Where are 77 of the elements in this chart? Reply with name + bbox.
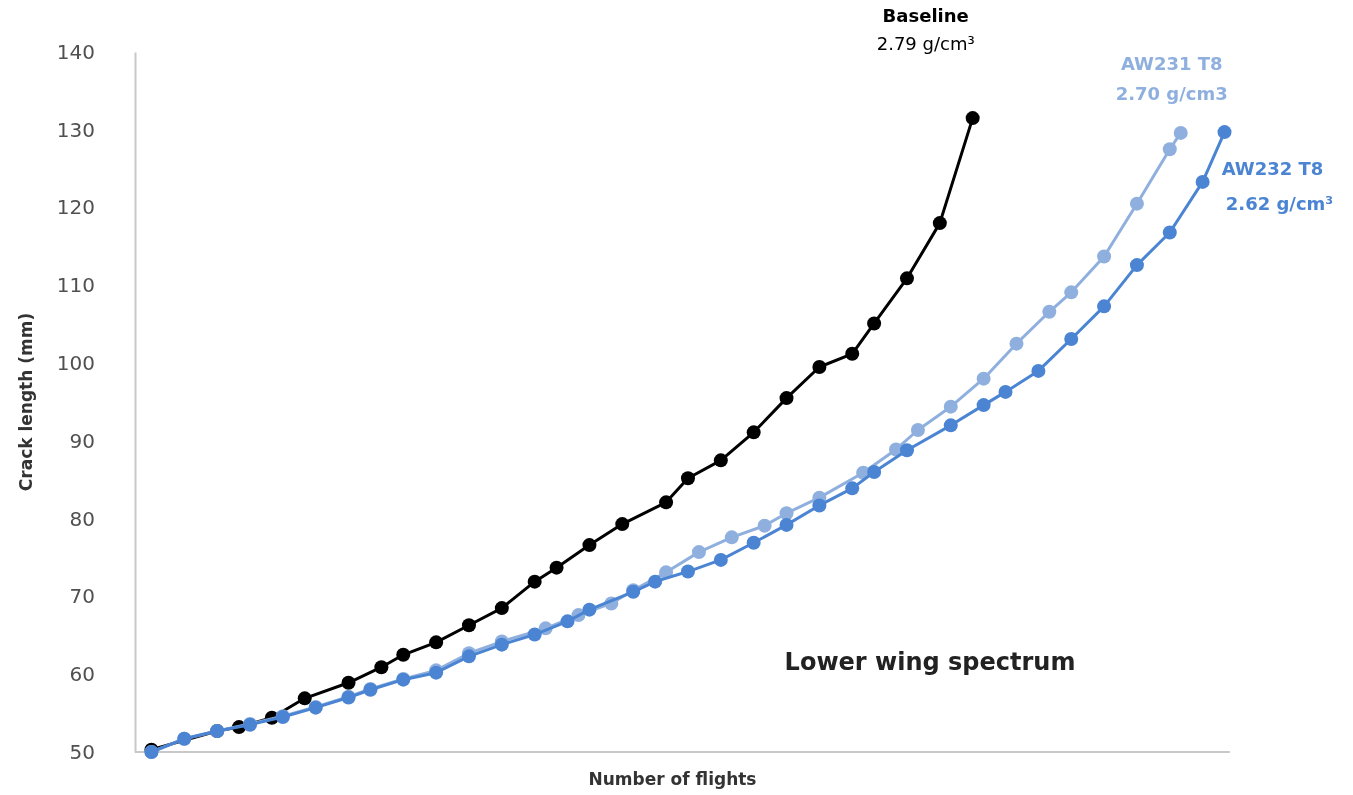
point bbox=[1173, 125, 1188, 140]
point bbox=[615, 517, 630, 532]
point bbox=[374, 660, 389, 675]
annotation: 2.62 g/cm³ bbox=[1225, 193, 1334, 215]
point bbox=[341, 675, 356, 690]
point bbox=[549, 560, 564, 575]
y-tick-label: 100 bbox=[56, 351, 95, 376]
point bbox=[527, 627, 542, 642]
point bbox=[1195, 174, 1210, 189]
point bbox=[461, 618, 476, 633]
point bbox=[691, 545, 706, 560]
point bbox=[1097, 299, 1112, 314]
point bbox=[1129, 196, 1144, 211]
point bbox=[1064, 332, 1079, 346]
point bbox=[713, 453, 728, 468]
y-tick-label: 60 bbox=[69, 662, 95, 687]
point bbox=[1097, 249, 1112, 264]
point bbox=[867, 316, 882, 331]
point bbox=[1009, 336, 1024, 351]
point bbox=[1217, 125, 1232, 140]
point bbox=[976, 398, 991, 413]
y-axis-title: Crack length (mm) bbox=[16, 312, 36, 492]
point bbox=[943, 399, 958, 414]
point bbox=[659, 495, 674, 510]
point bbox=[976, 371, 991, 386]
y-tick-label: 50 bbox=[69, 739, 95, 764]
y-tick-label: 80 bbox=[69, 506, 95, 531]
point bbox=[746, 425, 761, 440]
point bbox=[680, 564, 695, 579]
point bbox=[899, 443, 914, 458]
y-tick-label: 90 bbox=[69, 428, 95, 453]
y-tick-label: 130 bbox=[56, 117, 95, 142]
point bbox=[1129, 258, 1144, 273]
point bbox=[396, 647, 411, 662]
point bbox=[899, 271, 914, 286]
point bbox=[429, 635, 444, 650]
point bbox=[582, 538, 597, 553]
point bbox=[812, 360, 827, 374]
point bbox=[648, 574, 663, 589]
point bbox=[724, 530, 739, 545]
text: AW231 T8 bbox=[1120, 52, 1223, 74]
point bbox=[746, 535, 761, 550]
point bbox=[779, 506, 794, 521]
point bbox=[867, 465, 882, 479]
point bbox=[713, 552, 728, 567]
point bbox=[1162, 142, 1177, 157]
y-tick-label: 120 bbox=[56, 195, 95, 220]
point bbox=[1031, 363, 1046, 378]
point bbox=[560, 614, 575, 629]
series-label: AW232 T8 bbox=[1221, 158, 1324, 180]
point bbox=[494, 601, 509, 616]
point bbox=[998, 384, 1013, 399]
x-axis-title: Number of flights bbox=[588, 769, 757, 789]
point bbox=[1042, 304, 1057, 319]
point bbox=[845, 346, 860, 361]
point bbox=[943, 418, 958, 433]
point bbox=[527, 574, 542, 589]
point bbox=[680, 471, 695, 486]
y-tick-label: 110 bbox=[56, 273, 95, 298]
point bbox=[910, 423, 925, 437]
y-tick-label: 70 bbox=[69, 584, 95, 609]
annotation: 2.70 g/cm3 bbox=[1115, 82, 1228, 104]
point bbox=[1162, 225, 1177, 240]
annotation: Lower wing spectrum bbox=[784, 648, 1076, 676]
text: Baseline bbox=[882, 5, 969, 27]
y-tick-label: 140 bbox=[56, 39, 95, 64]
point bbox=[965, 111, 980, 126]
point bbox=[812, 498, 827, 513]
point bbox=[932, 216, 947, 231]
point bbox=[582, 602, 597, 617]
point bbox=[779, 517, 794, 532]
point bbox=[297, 691, 312, 706]
point bbox=[757, 518, 772, 533]
annotation: 2.79 g/cm³ bbox=[876, 33, 975, 55]
point bbox=[1064, 285, 1079, 300]
point bbox=[779, 391, 794, 406]
point bbox=[845, 481, 860, 496]
